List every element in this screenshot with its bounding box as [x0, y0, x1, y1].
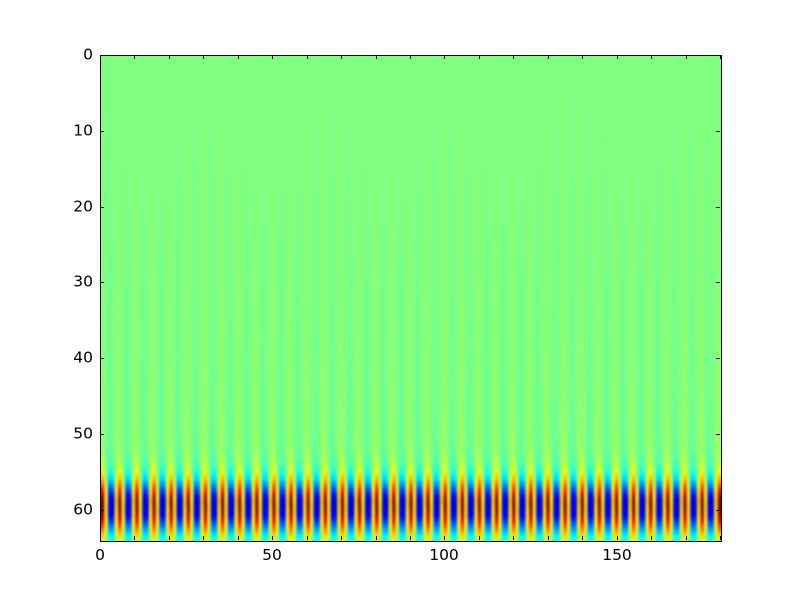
y-axis-tick — [100, 434, 104, 435]
heatmap-image — [101, 56, 721, 541]
x-axis-tick — [617, 536, 618, 540]
x-axis-minor-tick-top — [341, 55, 342, 59]
x-axis-tick-label: 0 — [95, 546, 105, 564]
x-axis-minor-tick — [169, 536, 170, 540]
x-axis-minor-tick-top — [376, 55, 377, 59]
x-axis-tick — [272, 536, 273, 540]
y-axis-tick-right — [716, 434, 720, 435]
x-axis-minor-tick — [513, 536, 514, 540]
y-axis-tick-label: 30 — [73, 272, 93, 291]
x-axis-minor-tick — [582, 536, 583, 540]
x-axis-minor-tick — [686, 536, 687, 540]
x-axis-minor-tick — [134, 536, 135, 540]
x-axis-minor-tick — [548, 536, 549, 540]
heatmap-axes[interactable] — [100, 55, 722, 542]
y-axis-tick — [100, 358, 104, 359]
y-axis-tick-label: 20 — [73, 197, 93, 216]
x-axis-tick-label: 100 — [429, 546, 459, 564]
x-axis-minor-tick — [410, 536, 411, 540]
x-axis-minor-tick-top — [307, 55, 308, 59]
x-axis-minor-tick-top — [548, 55, 549, 59]
y-axis-tick-right — [716, 55, 720, 56]
y-axis-tick-label: 0 — [83, 45, 93, 64]
x-axis-minor-tick — [720, 536, 721, 540]
x-axis-minor-tick-top — [651, 55, 652, 59]
x-axis-minor-tick-top — [686, 55, 687, 59]
y-axis-tick-label: 50 — [73, 424, 93, 443]
y-axis-tick — [100, 55, 104, 56]
x-axis-tick — [100, 536, 101, 540]
y-axis-tick-right — [716, 207, 720, 208]
x-axis-minor-tick-top — [203, 55, 204, 59]
x-axis-minor-tick — [651, 536, 652, 540]
y-axis-tick — [100, 282, 104, 283]
y-axis-tick-label: 40 — [73, 348, 93, 367]
x-axis-tick-label: 150 — [602, 546, 632, 564]
x-axis-minor-tick — [203, 536, 204, 540]
x-axis-minor-tick-top — [720, 55, 721, 59]
y-axis-tick-right — [716, 131, 720, 132]
x-axis-minor-tick-top — [582, 55, 583, 59]
x-axis-minor-tick-top — [134, 55, 135, 59]
y-axis-tick-label: 60 — [73, 500, 93, 519]
y-axis-tick-label: 10 — [73, 121, 93, 140]
x-axis-tick-label: 50 — [262, 546, 282, 564]
y-axis-tick — [100, 510, 104, 511]
x-axis-minor-tick-top — [169, 55, 170, 59]
x-axis-tick-top — [617, 55, 618, 59]
x-axis-minor-tick-top — [479, 55, 480, 59]
x-axis-minor-tick-top — [513, 55, 514, 59]
x-axis-tick — [444, 536, 445, 540]
y-axis-tick-right — [716, 358, 720, 359]
x-axis-minor-tick-top — [410, 55, 411, 59]
y-axis-tick-right — [716, 282, 720, 283]
x-axis-minor-tick — [376, 536, 377, 540]
x-axis-minor-tick — [307, 536, 308, 540]
x-axis-tick-top — [444, 55, 445, 59]
x-axis-minor-tick-top — [238, 55, 239, 59]
x-axis-minor-tick — [479, 536, 480, 540]
y-axis-tick — [100, 131, 104, 132]
x-axis-minor-tick — [238, 536, 239, 540]
x-axis-tick-top — [272, 55, 273, 59]
y-axis-tick-right — [716, 510, 720, 511]
x-axis-tick-top — [100, 55, 101, 59]
x-axis-minor-tick — [341, 536, 342, 540]
y-axis-tick — [100, 207, 104, 208]
